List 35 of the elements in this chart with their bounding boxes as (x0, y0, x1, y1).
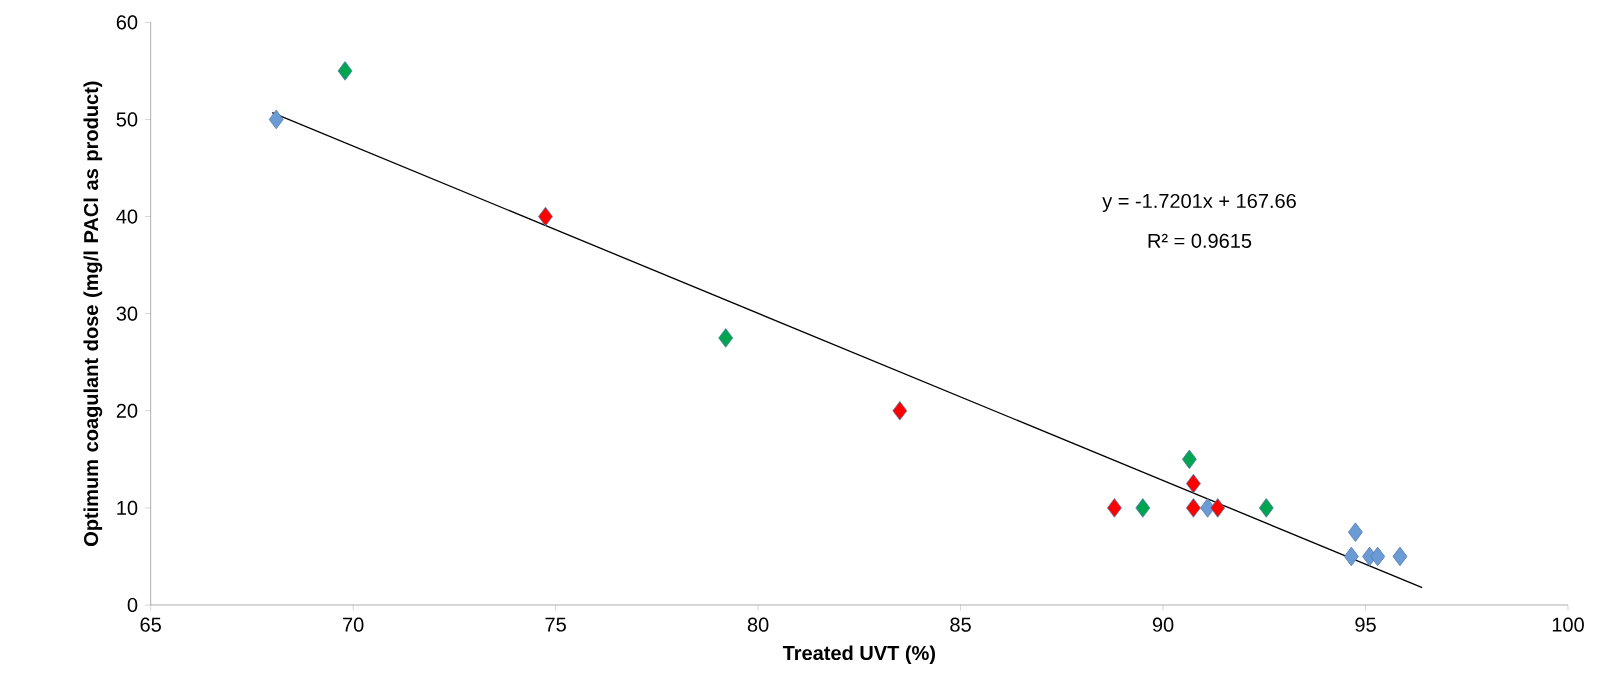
y-tick-label: 40 (116, 209, 138, 224)
y-tick-label: 50 (116, 112, 138, 127)
point (538, 206, 553, 227)
point (1392, 546, 1408, 567)
point (1135, 498, 1151, 518)
point (718, 328, 734, 348)
x-axis-title: Treated UVT (%) (782, 645, 935, 665)
y-tick-label: 30 (116, 306, 138, 321)
y-tick-label: 0 (127, 597, 138, 613)
point (1348, 522, 1363, 542)
y-axis-title: Optimum coagulant dose (mg/l PACl as product) (83, 81, 103, 547)
y-tick-label: 20 (116, 403, 138, 418)
point (1107, 498, 1122, 518)
point (1370, 546, 1386, 567)
point (1343, 546, 1359, 567)
point (1258, 498, 1274, 518)
point (892, 401, 908, 421)
point (1210, 498, 1226, 518)
annotation: R² = 0.9615 (1148, 233, 1252, 248)
point (1181, 449, 1197, 470)
y-tick-label: 10 (117, 500, 138, 515)
point (1186, 473, 1201, 494)
point (1186, 498, 1201, 518)
x-tick-label: 65 (140, 617, 161, 632)
point (337, 61, 353, 81)
x-tick-label: 85 (950, 617, 971, 632)
x-tick-label: 70 (343, 617, 364, 632)
x-tick-label: 80 (747, 617, 769, 632)
point (268, 109, 284, 130)
x-tick-label: 75 (545, 617, 566, 632)
annotation: y = -1.7201x + 167.66 (1102, 193, 1296, 212)
x-tick-label: 95 (1355, 617, 1376, 632)
x-tick-label: 100 (1552, 617, 1584, 632)
x-tick-label: 90 (1152, 617, 1174, 632)
y-tick-label: 60 (116, 15, 138, 30)
